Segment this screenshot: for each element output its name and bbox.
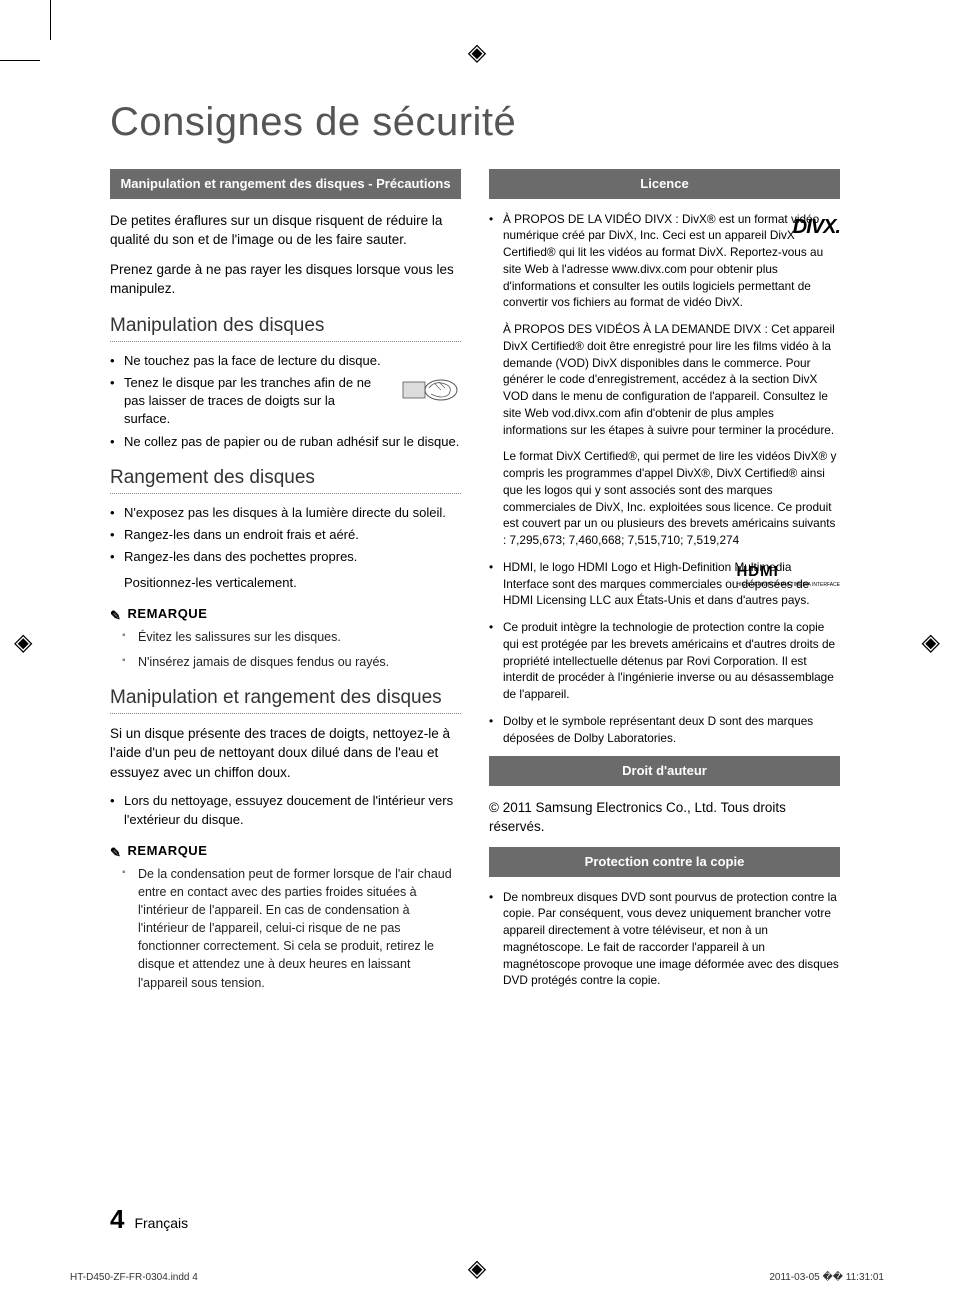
note-item: Évitez les salissures sur les disques. bbox=[138, 628, 461, 646]
imprint-line: HT-D450-ZF-FR-0304.indd 4 2011-03-05 �� … bbox=[70, 1272, 884, 1283]
licence-item-dolby: Dolby et le symbole représentant deux D … bbox=[489, 713, 840, 747]
note-icon: ✎ bbox=[110, 608, 121, 624]
note-label-text: REMARQUE bbox=[128, 606, 208, 621]
note-item: N'insérez jamais de disques fendus ou ra… bbox=[138, 653, 461, 671]
page-footer: 4 Français bbox=[110, 1204, 188, 1235]
intro-paragraph: De petites éraflures sur un disque risqu… bbox=[110, 211, 461, 250]
note-label: ✎ REMARQUE bbox=[110, 843, 461, 859]
disc-hand-icon bbox=[401, 368, 461, 408]
copyright-text: © 2011 Samsung Electronics Co., Ltd. Tou… bbox=[489, 798, 840, 837]
bullet-item: Rangez-les dans un endroit frais et aéré… bbox=[110, 526, 461, 544]
registration-mark-icon: ◈ bbox=[468, 38, 486, 67]
registration-mark-icon: ◈ bbox=[922, 628, 940, 657]
crop-mark bbox=[0, 60, 40, 61]
bullet-item: Lors du nettoyage, essuyez doucement de … bbox=[110, 792, 461, 828]
note-list: Évitez les salissures sur les disques. N… bbox=[110, 628, 461, 670]
copy-protect-item: De nombreux disques DVD sont pourvus de … bbox=[489, 889, 840, 990]
imprint-date: 2011-03-05 �� 11:31:01 bbox=[769, 1272, 884, 1283]
right-column: Licence À PROPOS DE LA VIDÉO DIVX : DivX… bbox=[489, 169, 840, 999]
paragraph: Si un disque présente des traces de doig… bbox=[110, 724, 461, 783]
bullet-item: N'exposez pas les disques à la lumière d… bbox=[110, 504, 461, 522]
hdmi-logo-sub: HIGH-DEFINITION MULTIMEDIA INTERFACE bbox=[736, 582, 840, 589]
copy-protect-list: De nombreux disques DVD sont pourvus de … bbox=[489, 889, 840, 990]
note-label: ✎ REMARQUE bbox=[110, 606, 461, 622]
subheading-rangement: Rangement des disques bbox=[110, 467, 461, 489]
note-label-text: REMARQUE bbox=[128, 843, 208, 858]
page-language: Français bbox=[134, 1215, 188, 1231]
licence-bullet-list: À PROPOS DE LA VIDÉO DIVX : DivX® est un… bbox=[489, 211, 840, 312]
crop-mark bbox=[50, 0, 51, 40]
licence-paragraph: À PROPOS DES VIDÉOS À LA DEMANDE DIVX : … bbox=[489, 321, 840, 438]
heading-rule bbox=[110, 493, 461, 494]
licence-item-rovi: Ce produit intègre la technologie de pro… bbox=[489, 619, 840, 703]
bullet-item: Ne collez pas de papier ou de ruban adhé… bbox=[110, 433, 461, 451]
bullet-item: Rangez-les dans des pochettes propres. bbox=[110, 548, 461, 566]
heading-rule bbox=[110, 713, 461, 714]
licence-item-divx: À PROPOS DE LA VIDÉO DIVX : DivX® est un… bbox=[489, 211, 840, 312]
licence-bullet-list: HDMI, le logo HDMI Logo et High-Definiti… bbox=[489, 559, 840, 747]
bullet-list: N'exposez pas les disques à la lumière d… bbox=[110, 504, 461, 567]
registration-mark-icon: ◈ bbox=[14, 628, 32, 657]
subheading-manipulation-rangement: Manipulation et rangement des disques bbox=[110, 687, 461, 709]
heading-rule bbox=[110, 341, 461, 342]
continuation-line: Positionnez-les verticalement. bbox=[110, 574, 461, 592]
subheading-manipulation: Manipulation des disques bbox=[110, 315, 461, 337]
section-header-copyright: Droit d'auteur bbox=[489, 756, 840, 786]
note-item: De la condensation peut de former lorsqu… bbox=[138, 865, 461, 992]
two-column-layout: Manipulation et rangement des disques - … bbox=[110, 169, 840, 999]
bullet-block: Ne touchez pas la face de lecture du dis… bbox=[110, 352, 461, 451]
page-title: Consignes de sécurité bbox=[110, 100, 840, 145]
page-content: Consignes de sécurité Manipulation et ra… bbox=[110, 100, 840, 999]
hdmi-logo-icon: HDMI HIGH-DEFINITION MULTIMEDIA INTERFAC… bbox=[736, 561, 840, 589]
bullet-list: Lors du nettoyage, essuyez doucement de … bbox=[110, 792, 461, 828]
licence-paragraph: Le format DivX Certified®, qui permet de… bbox=[489, 448, 840, 549]
page-number: 4 bbox=[110, 1204, 124, 1235]
intro-paragraph: Prenez garde à ne pas rayer les disques … bbox=[110, 260, 461, 299]
note-icon: ✎ bbox=[110, 845, 121, 861]
section-header-precautions: Manipulation et rangement des disques - … bbox=[110, 169, 461, 199]
note-list: De la condensation peut de former lorsqu… bbox=[110, 865, 461, 992]
hdmi-logo-text: HDMI bbox=[736, 563, 778, 580]
licence-item-hdmi: HDMI, le logo HDMI Logo et High-Definiti… bbox=[489, 559, 840, 609]
divx-logo-icon: DIVX. bbox=[793, 213, 840, 241]
section-header-licence: Licence bbox=[489, 169, 840, 199]
imprint-file: HT-D450-ZF-FR-0304.indd 4 bbox=[70, 1272, 198, 1283]
section-header-copy-protection: Protection contre la copie bbox=[489, 847, 840, 877]
left-column: Manipulation et rangement des disques - … bbox=[110, 169, 461, 999]
licence-text: À PROPOS DE LA VIDÉO DIVX : DivX® est un… bbox=[503, 212, 823, 310]
